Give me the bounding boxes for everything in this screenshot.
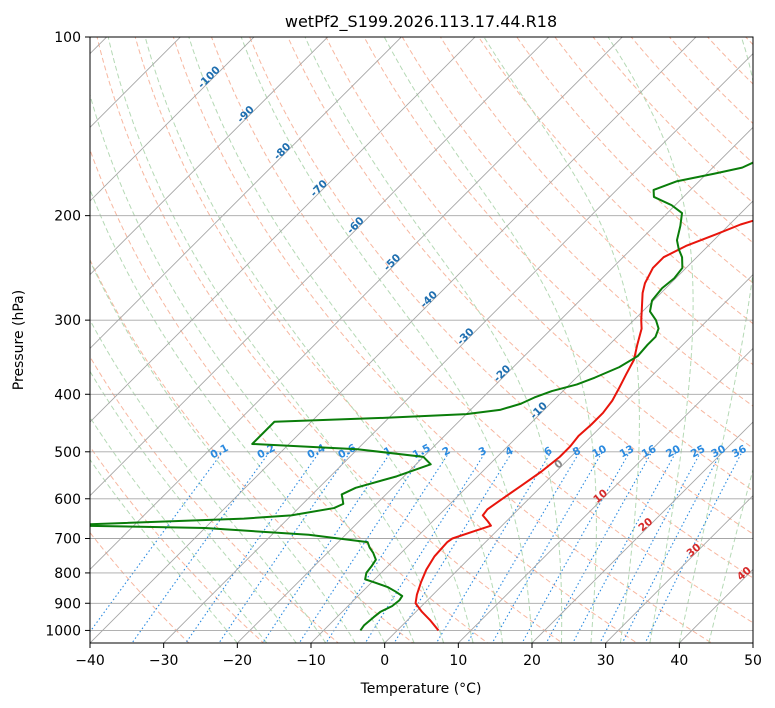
isotherm-line — [457, 347, 753, 643]
dry-adiabat-line — [90, 445, 265, 643]
x-tick-label: 40 — [670, 653, 688, 669]
y-tick-label: 700 — [54, 532, 81, 548]
moist-adiabat-line — [708, 467, 753, 643]
chart-title: wetPf2_S199.2026.113.17.44.R18 — [285, 12, 557, 32]
x-tick-label: −40 — [75, 653, 105, 669]
moist-adiabat-line — [90, 416, 268, 643]
y-tick-label: 1000 — [45, 623, 81, 639]
x-tick-label: 10 — [449, 653, 467, 669]
isotherm-line — [236, 126, 753, 643]
y-axis-ticks: 100 200 300 400 500 600 700 800 900 1000 — [45, 30, 90, 639]
y-tick-label: 500 — [54, 445, 81, 461]
y-tick-label: 100 — [54, 30, 81, 46]
y-tick-label: 600 — [54, 492, 81, 508]
plot-frame — [89, 36, 754, 644]
series-lines — [90, 161, 753, 632]
isotherm-line — [90, 37, 181, 128]
dry-adiabat-line — [210, 37, 753, 624]
x-tick-label: 0 — [380, 653, 389, 669]
dry-adiabat-line — [96, 37, 564, 643]
isotherm-line — [90, 37, 476, 423]
dry-adiabat-line — [477, 37, 753, 325]
dry-adiabat-line — [516, 37, 753, 284]
dry-adiabat-line — [363, 37, 753, 449]
y-axis-title: Pressure (hPa) — [11, 290, 27, 390]
y-tick-label: 900 — [54, 596, 81, 612]
dry-adiabat-line — [134, 37, 638, 643]
isotherm-line — [90, 37, 329, 276]
y-tick-label: 300 — [54, 313, 81, 329]
dry-adiabat-line — [90, 355, 339, 643]
dry-adiabat-line — [172, 37, 713, 643]
x-tick-label: 30 — [597, 653, 615, 669]
x-tick-label: 50 — [744, 653, 762, 669]
dry-adiabat-line — [90, 258, 414, 643]
plot-area: -100-90-80-70-60-50-40-30-20-100.1 0.2 0.4… — [90, 37, 753, 643]
moist-adiabat-line — [304, 37, 563, 643]
isotherm-line — [90, 37, 255, 202]
dry-adiabats — [90, 37, 753, 643]
moist-adiabat-line — [383, 37, 597, 643]
isotherm-line — [605, 495, 753, 643]
moist-adiabat-line — [607, 37, 694, 643]
moist-adiabats — [90, 37, 753, 643]
isotherm-line — [531, 421, 753, 643]
x-axis-title: Temperature (°C) — [360, 681, 482, 697]
x-tick-label: −20 — [223, 653, 253, 669]
moist-adiabat-line — [240, 37, 533, 643]
moist-adiabat-line — [678, 37, 753, 643]
dry-adiabat-line — [249, 37, 753, 579]
isotherm-line — [90, 37, 697, 643]
dry-adiabat-line — [90, 531, 190, 643]
isotherm-line — [163, 53, 753, 643]
isotherm-line — [384, 274, 753, 643]
moist-adiabat-line — [107, 37, 445, 643]
x-tick-label: −10 — [296, 653, 326, 669]
isotherm-line — [310, 200, 753, 643]
dewpoint-profile-line — [90, 161, 753, 632]
moist-adiabat-line — [144, 37, 474, 643]
isotherm-line — [90, 37, 623, 570]
pressure-gridlines — [90, 37, 753, 631]
y-tick-label: 800 — [54, 566, 81, 582]
isotherm-line — [90, 37, 402, 349]
moist-adiabat-line — [188, 37, 504, 643]
moist-adiabat-line — [90, 259, 356, 643]
temperature-profile-line — [414, 219, 753, 632]
isotherms — [90, 37, 753, 643]
x-axis-ticks: −40 −30 −20 −10 0 10 20 30 40 50 — [75, 643, 762, 669]
isotherm-line — [90, 37, 550, 497]
x-tick-label: −30 — [149, 653, 179, 669]
y-tick-label: 400 — [54, 387, 81, 403]
moist-adiabat-line — [90, 188, 386, 643]
moist-adiabat-line — [90, 458, 238, 643]
moist-adiabat-line — [90, 319, 327, 643]
moist-adiabat-line — [483, 37, 640, 643]
y-tick-label: 200 — [54, 209, 81, 225]
x-tick-label: 20 — [523, 653, 541, 669]
